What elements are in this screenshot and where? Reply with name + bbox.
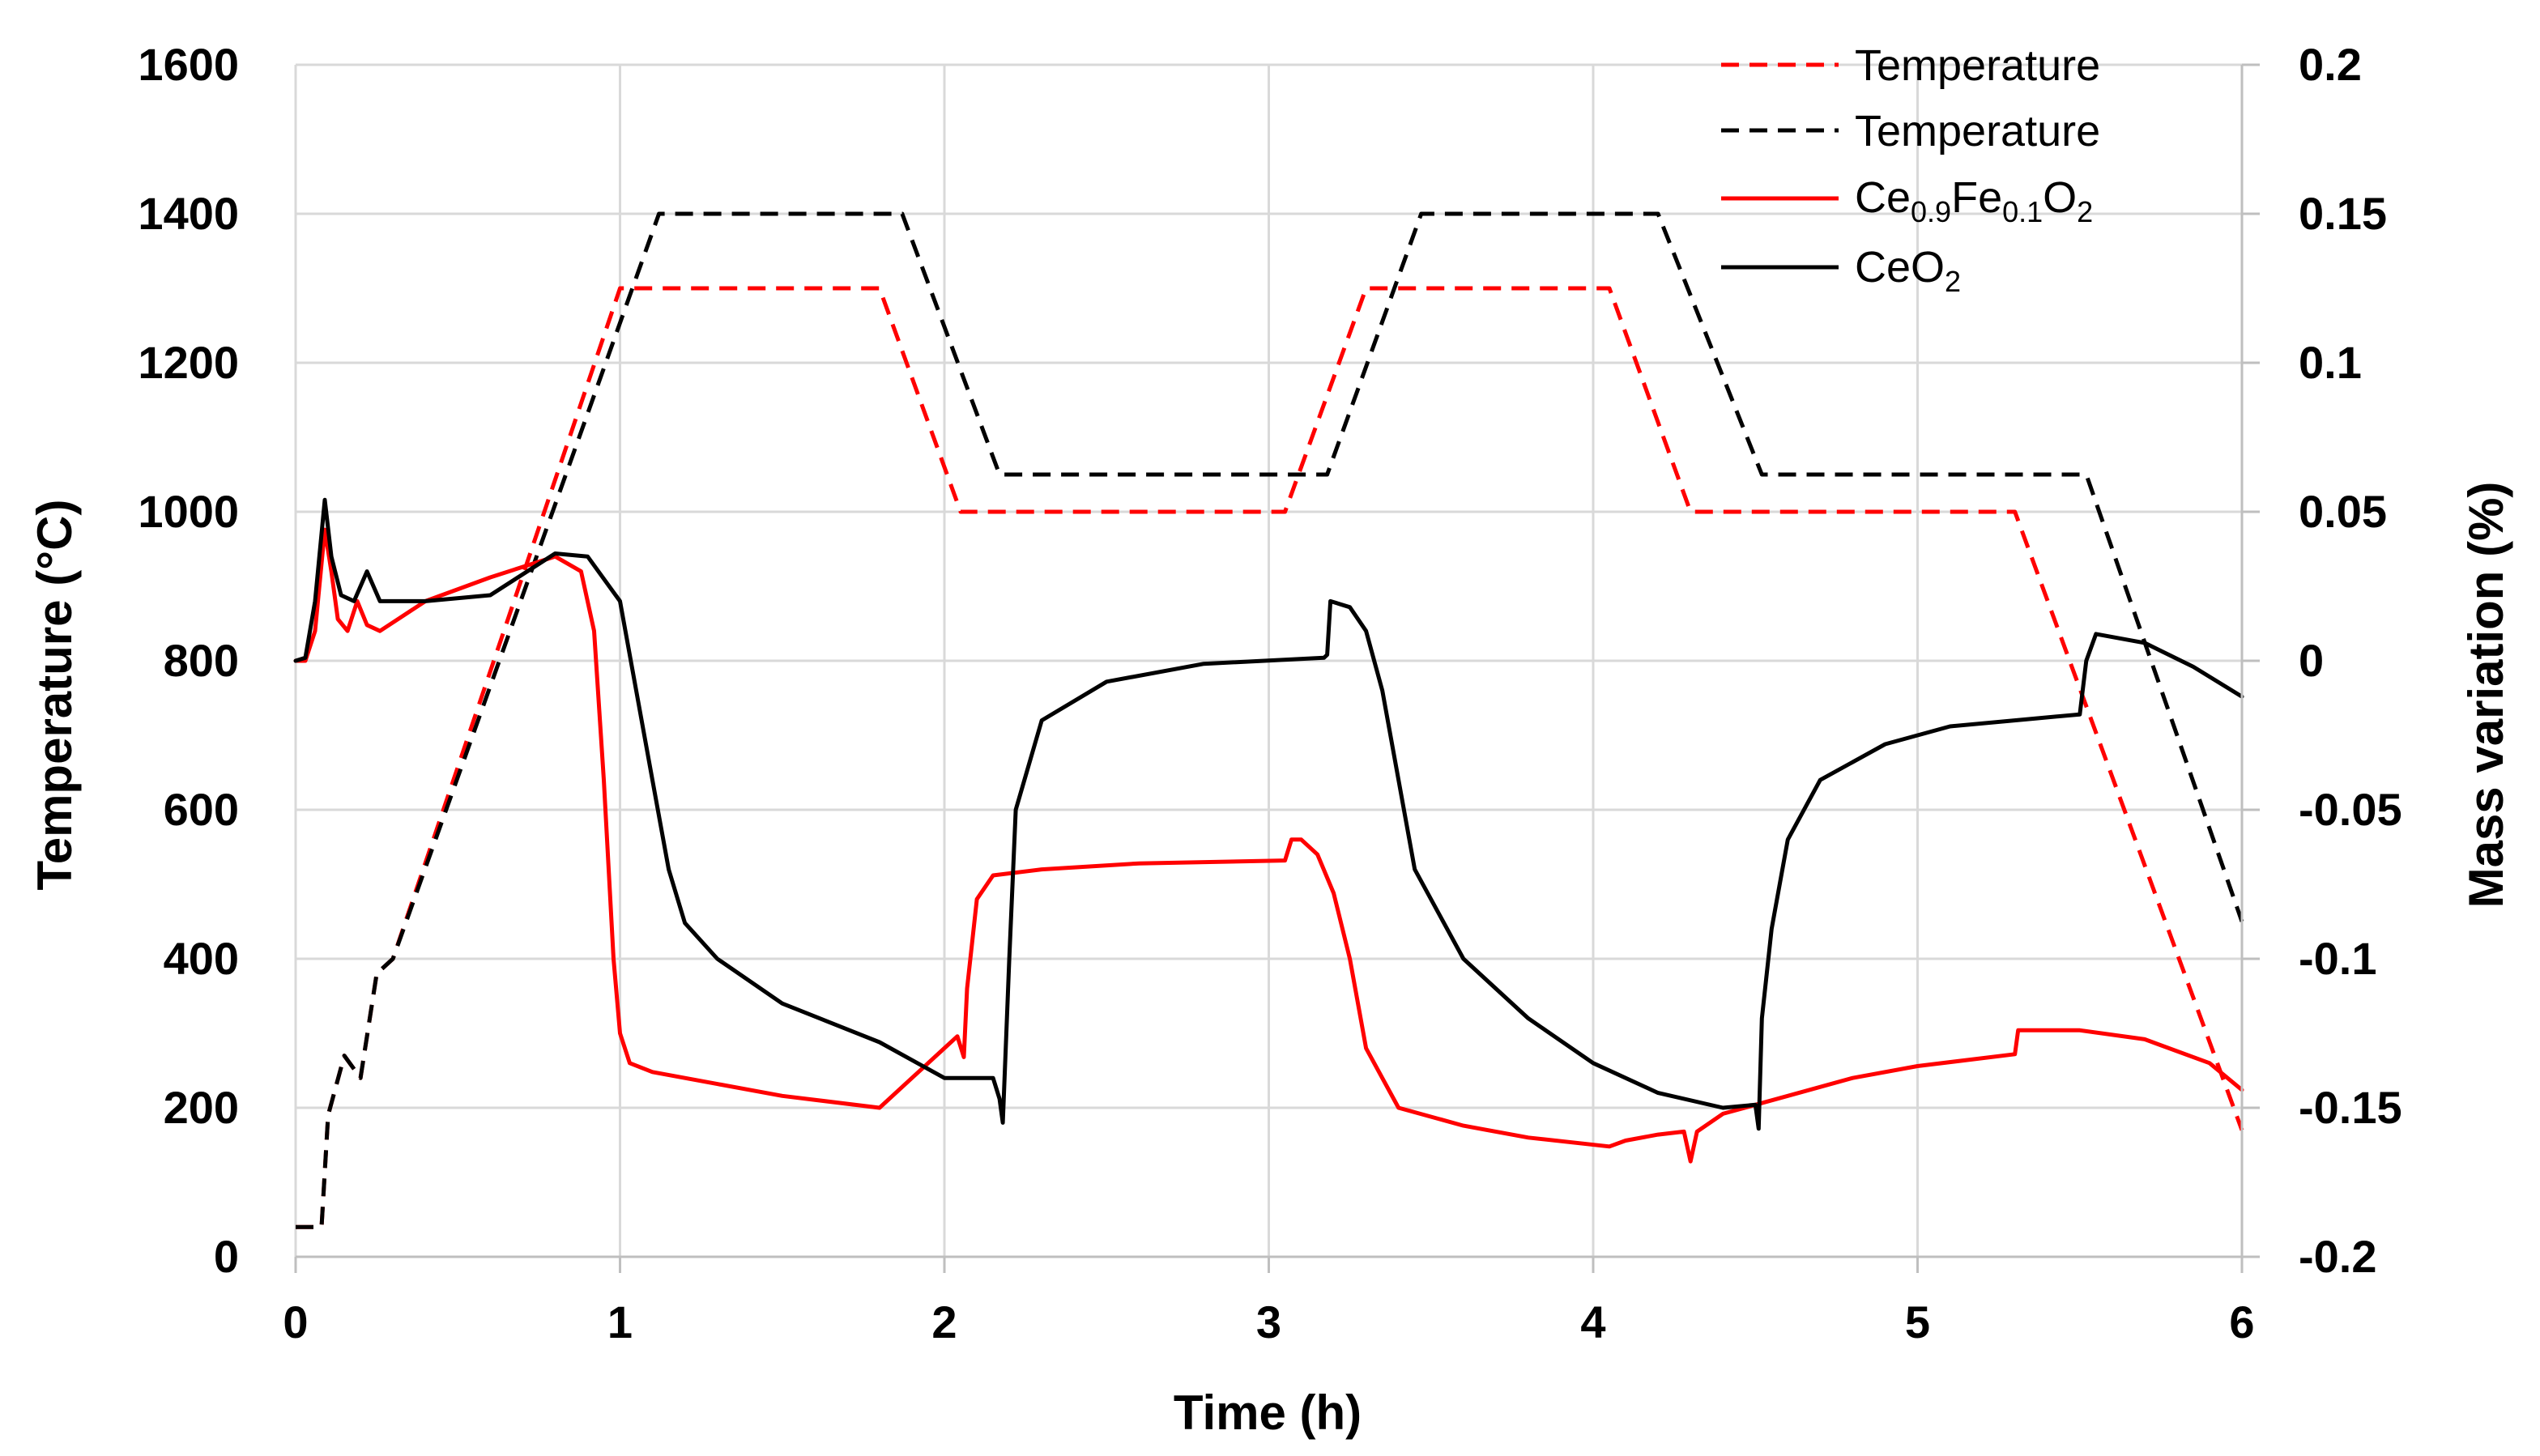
x-tick-label: 2 [931, 1296, 957, 1347]
legend-fe-subscript: 0.1 [2002, 195, 2043, 228]
series-line-1-temperature [296, 211, 2244, 1229]
x-axis-title: Time (h) [1174, 1386, 1362, 1440]
x-tick-label: 0 [283, 1296, 308, 1347]
y-left-tick-label: 1000 [138, 486, 239, 537]
y-right-tick-label: 0.05 [2299, 486, 2387, 537]
x-tick-label: 6 [2229, 1296, 2254, 1347]
x-tick-label: 3 [1256, 1296, 1281, 1347]
legend-ceo-subscript: 2 [1945, 265, 1961, 298]
x-tick-label: 5 [1905, 1296, 1930, 1347]
y-left-tick-label: 0 [214, 1231, 239, 1282]
legend-o-text: O [2043, 173, 2077, 222]
y-right-axis-title: Mass variation (%) [2459, 482, 2513, 909]
y-left-tick-label: 200 [164, 1082, 239, 1133]
series-line-2-ce0-9fe0-1o2 [293, 527, 2244, 1164]
series-line-3-ceo2 [293, 497, 2244, 1131]
y-left-tick-label: 1200 [138, 337, 239, 388]
y-right-tick-label: -0.05 [2299, 784, 2402, 835]
y-left-axis-title: Temperature (°C) [28, 500, 82, 891]
y-right-tick-label: -0.1 [2299, 933, 2377, 984]
legend-ce-text: Ce [1855, 173, 1911, 222]
y-left-tick-label: 1600 [138, 39, 239, 90]
x-tick-label: 1 [607, 1296, 633, 1347]
y-right-tick-label: 0.15 [2299, 188, 2387, 239]
y-right-tick-label: 0 [2299, 635, 2324, 686]
legend-label-ce09fe01o2: Ce0.9Fe0.1O2 [1855, 173, 2093, 228]
series-layer [293, 211, 2244, 1229]
y-left-tick-label: 800 [164, 635, 239, 686]
legend-o-subscript: 2 [2077, 195, 2093, 228]
legend-label-temperature-red: Temperature [1855, 41, 2100, 90]
y-left-tick-label: 1400 [138, 188, 239, 239]
x-tick-label: 4 [1580, 1296, 1605, 1347]
axes: 02004006008001000120014001600-0.2-0.15-0… [138, 39, 2401, 1347]
series-line-0-temperature [296, 286, 2244, 1229]
y-right-tick-label: -0.2 [2299, 1231, 2377, 1282]
y-right-tick-label: 0.2 [2299, 39, 2362, 90]
legend-fe-text: Fe [1951, 173, 2002, 222]
legend: Temperature Temperature Ce0.9Fe0.1O2 CeO… [1721, 41, 2100, 298]
y-right-tick-label: 0.1 [2299, 337, 2362, 388]
y-right-tick-label: -0.15 [2299, 1082, 2402, 1133]
legend-label-temperature-black: Temperature [1855, 107, 2100, 155]
y-left-tick-label: 600 [164, 784, 239, 835]
legend-label-ceo2: CeO2 [1855, 243, 1961, 298]
y-left-tick-label: 400 [164, 933, 239, 984]
legend-ce-subscript: 0.9 [1911, 195, 1951, 228]
legend-ceo-text: CeO [1855, 243, 1945, 292]
